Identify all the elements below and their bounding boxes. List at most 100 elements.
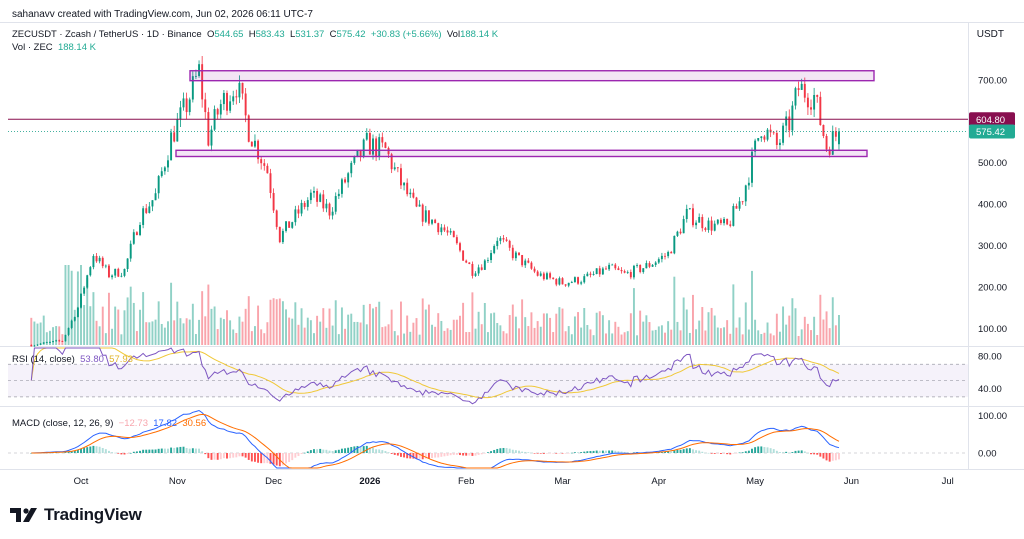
volume-bar [695, 329, 698, 345]
candle [359, 149, 362, 157]
candle [539, 273, 542, 276]
candle [431, 219, 433, 224]
volume-bar [716, 327, 719, 345]
volume-bar [664, 332, 666, 345]
time-tick-label: Feb [458, 476, 474, 487]
macd-histogram-bar [263, 453, 266, 464]
volume-bar [241, 321, 244, 345]
candle [353, 156, 356, 163]
macd-histogram-bar [605, 450, 607, 453]
candle [36, 344, 39, 346]
candle [608, 264, 611, 270]
candle [179, 107, 182, 120]
macd-histogram-bar [782, 452, 785, 453]
macd-histogram-bar [272, 453, 275, 465]
rsi-label[interactable]: RSI (14, close) [12, 354, 75, 365]
volume-bar [33, 321, 36, 345]
macd-histogram-bar [698, 450, 701, 453]
macd-histogram-bar [58, 452, 61, 454]
volume-bar [157, 301, 160, 345]
close-label: C [329, 29, 337, 40]
volume-bar [636, 335, 639, 345]
macd-histogram-bar [406, 453, 409, 459]
candle [629, 272, 632, 278]
candle [107, 265, 110, 278]
time-tick-label: Jun [844, 476, 859, 487]
macd-histogram-bar [337, 449, 340, 453]
price-zone [175, 149, 868, 158]
volume-bar [204, 316, 207, 345]
macd-histogram-bar [539, 453, 542, 454]
candle [577, 277, 579, 284]
volume-bar [222, 319, 225, 345]
candle [660, 255, 663, 260]
volume-bar [446, 328, 449, 345]
volume-bar [629, 313, 632, 345]
volume-bar [188, 319, 191, 345]
macd-histogram-bar [170, 447, 173, 453]
macd-histogram-bar [797, 450, 800, 453]
candle [555, 279, 558, 285]
macd-pane [8, 409, 968, 469]
volume-bar [36, 323, 39, 345]
currency-label[interactable]: USDT [976, 29, 1004, 40]
volume-bar [359, 322, 362, 345]
macd-histogram-bar [226, 453, 228, 459]
candle [654, 262, 657, 265]
volume-bar [660, 325, 663, 345]
volume-bar [384, 326, 387, 345]
candle [542, 273, 545, 280]
macd-label[interactable]: MACD (close, 12, 26, 9) [12, 418, 114, 429]
macd-histogram-bar [70, 451, 73, 453]
time-tick-label: Apr [651, 476, 666, 487]
volume-bar [667, 321, 670, 345]
macd-histogram-bar [493, 449, 496, 453]
macd-histogram-bar [120, 453, 123, 455]
volume-bar [483, 302, 486, 345]
time-axis[interactable]: Oct Nov Dec 2026 Feb Mar Apr May Jun Jul [74, 476, 954, 487]
macd-histogram-bar [253, 453, 256, 462]
candle [39, 343, 42, 345]
volume-bar [583, 308, 586, 345]
volume-bar [527, 326, 530, 345]
volume-bar [45, 332, 48, 345]
volume-bar [154, 319, 157, 345]
volume-bar [608, 320, 611, 345]
macd-histogram-bar [390, 453, 393, 454]
volume-series-label[interactable]: Vol · ZEC [12, 42, 53, 53]
high-value: 583.43 [255, 29, 285, 40]
candle [726, 218, 729, 225]
candle [58, 340, 61, 342]
candle [45, 342, 48, 344]
macd-histogram-bar [747, 450, 750, 453]
macd-histogram-bar [763, 447, 766, 453]
volume-bar [586, 324, 589, 345]
macd-histogram-bar [713, 453, 716, 454]
candle [104, 265, 107, 267]
candle [390, 154, 393, 170]
candle [334, 196, 337, 212]
candle [294, 209, 297, 223]
volume-bar [281, 301, 284, 345]
volume-bar [427, 304, 430, 345]
candle [381, 137, 384, 143]
macd-histogram-bar [384, 451, 387, 453]
candle [567, 282, 570, 286]
candle [76, 307, 79, 318]
volume-bar [648, 322, 651, 345]
symbol-name[interactable]: ZECUSDT · Zcash / TetherUS · 1D · Binanc… [12, 29, 202, 40]
candle [337, 193, 340, 197]
candle [70, 320, 73, 328]
volume-bar [182, 323, 185, 345]
volume-bar [589, 329, 592, 345]
volume-bar [173, 320, 176, 345]
macd-histogram-bar [751, 448, 753, 453]
candle [769, 129, 772, 133]
price-axis[interactable]: 100.00200.00300.00400.00500.00600.00700.… [969, 75, 1015, 460]
macd-histogram-bar [573, 452, 576, 453]
macd-histogram-bar [816, 453, 819, 455]
tradingview-logo[interactable]: TradingView [10, 505, 142, 525]
volume-bar [828, 328, 831, 345]
candle [592, 273, 595, 275]
